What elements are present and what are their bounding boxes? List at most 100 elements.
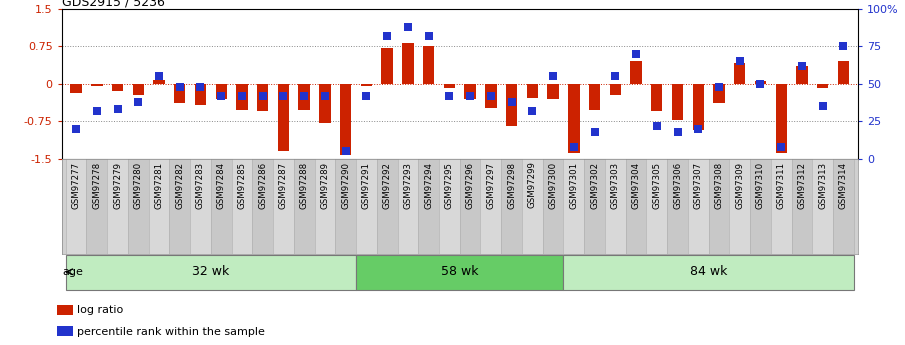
- Bar: [817, 83, 828, 88]
- Bar: [713, 83, 725, 103]
- Bar: [91, 83, 102, 86]
- Bar: [796, 66, 807, 83]
- Text: GSM97291: GSM97291: [362, 161, 371, 208]
- Bar: [66, 159, 87, 254]
- Bar: [589, 83, 600, 110]
- Bar: [423, 46, 434, 83]
- Text: GSM97288: GSM97288: [300, 161, 309, 209]
- Bar: [190, 159, 211, 254]
- Text: GSM97298: GSM97298: [507, 161, 516, 208]
- Bar: [439, 159, 460, 254]
- Bar: [402, 43, 414, 83]
- Bar: [232, 159, 252, 254]
- Bar: [755, 81, 767, 83]
- Bar: [443, 83, 455, 88]
- Bar: [833, 159, 853, 254]
- Text: GSM97312: GSM97312: [797, 161, 806, 209]
- Bar: [132, 83, 144, 95]
- Bar: [646, 159, 667, 254]
- Bar: [667, 159, 688, 254]
- Text: GSM97294: GSM97294: [424, 161, 433, 208]
- Bar: [315, 159, 335, 254]
- Text: percentile rank within the sample: percentile rank within the sample: [78, 327, 265, 337]
- Bar: [195, 83, 206, 105]
- Bar: [57, 305, 73, 315]
- Bar: [568, 83, 579, 153]
- Text: GSM97290: GSM97290: [341, 161, 350, 208]
- Bar: [356, 159, 376, 254]
- Text: GSM97277: GSM97277: [71, 161, 81, 209]
- Text: GSM97292: GSM97292: [383, 161, 392, 208]
- Bar: [813, 159, 833, 254]
- Text: GSM97283: GSM97283: [196, 161, 205, 209]
- Bar: [381, 48, 393, 83]
- Bar: [481, 159, 501, 254]
- Bar: [585, 159, 605, 254]
- Text: GSM97314: GSM97314: [839, 161, 848, 209]
- Bar: [299, 83, 310, 110]
- Text: GSM97302: GSM97302: [590, 161, 599, 209]
- Bar: [356, 255, 564, 290]
- Text: GSM97286: GSM97286: [258, 161, 267, 209]
- Text: GSM97310: GSM97310: [756, 161, 765, 209]
- Bar: [776, 83, 787, 153]
- Bar: [625, 159, 646, 254]
- Bar: [153, 80, 165, 83]
- Text: 58 wk: 58 wk: [441, 265, 479, 278]
- Bar: [651, 83, 662, 111]
- Bar: [397, 159, 418, 254]
- Bar: [236, 83, 248, 110]
- Text: GSM97284: GSM97284: [216, 161, 225, 209]
- Bar: [605, 159, 625, 254]
- Bar: [257, 83, 269, 111]
- Bar: [112, 83, 123, 91]
- Text: GSM97280: GSM97280: [134, 161, 143, 209]
- Bar: [107, 159, 128, 254]
- Bar: [361, 83, 372, 86]
- Bar: [750, 159, 771, 254]
- Bar: [729, 159, 750, 254]
- Bar: [564, 255, 853, 290]
- Bar: [527, 83, 538, 98]
- Bar: [57, 326, 73, 336]
- Bar: [340, 83, 351, 155]
- Bar: [709, 159, 729, 254]
- Bar: [278, 83, 290, 151]
- Bar: [543, 159, 564, 254]
- Bar: [630, 61, 642, 83]
- Bar: [294, 159, 315, 254]
- Bar: [522, 159, 543, 254]
- Text: GSM97309: GSM97309: [735, 161, 744, 208]
- Bar: [215, 83, 227, 99]
- Bar: [610, 83, 621, 95]
- Bar: [319, 83, 330, 123]
- Text: GSM97289: GSM97289: [320, 161, 329, 208]
- Text: GSM97281: GSM97281: [155, 161, 164, 209]
- Bar: [564, 159, 585, 254]
- Text: GSM97313: GSM97313: [818, 161, 827, 209]
- Bar: [273, 159, 294, 254]
- Bar: [148, 159, 169, 254]
- Text: GSM97301: GSM97301: [569, 161, 578, 209]
- Text: GSM97303: GSM97303: [611, 161, 620, 209]
- Bar: [252, 159, 273, 254]
- Text: GSM97279: GSM97279: [113, 161, 122, 208]
- Bar: [485, 83, 497, 108]
- Bar: [771, 159, 792, 254]
- Bar: [464, 83, 476, 99]
- Text: 32 wk: 32 wk: [192, 265, 230, 278]
- Text: GSM97293: GSM97293: [404, 161, 413, 208]
- Bar: [792, 159, 813, 254]
- Bar: [672, 83, 683, 120]
- Bar: [376, 159, 397, 254]
- Text: GSM97297: GSM97297: [486, 161, 495, 208]
- Bar: [838, 61, 849, 83]
- Bar: [688, 159, 709, 254]
- Text: GDS2915 / 5236: GDS2915 / 5236: [62, 0, 165, 9]
- Bar: [335, 159, 356, 254]
- Text: log ratio: log ratio: [78, 305, 124, 315]
- Text: GSM97305: GSM97305: [653, 161, 662, 209]
- Bar: [128, 159, 148, 254]
- Text: GSM97278: GSM97278: [92, 161, 101, 209]
- Text: GSM97299: GSM97299: [528, 161, 537, 208]
